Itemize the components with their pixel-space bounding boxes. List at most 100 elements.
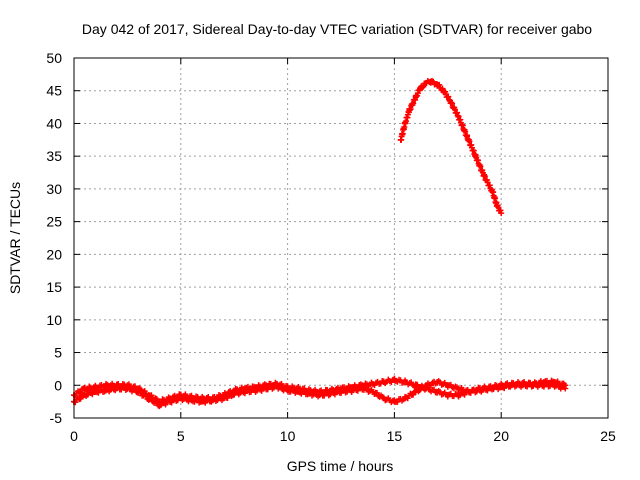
- data-point: [455, 385, 462, 392]
- data-point: [540, 382, 547, 389]
- data-point-marker: [420, 83, 427, 90]
- data-point: [446, 97, 453, 104]
- data-point: [402, 395, 409, 402]
- data-point: [498, 384, 505, 391]
- y-tick-label: 40: [46, 115, 62, 131]
- data-point: [135, 388, 142, 395]
- data-point: [380, 395, 387, 402]
- y-tick-label: 30: [46, 181, 62, 197]
- x-tick-label: 5: [177, 428, 185, 444]
- data-point: [370, 388, 377, 395]
- data-point: [519, 382, 526, 389]
- y-tick-label: 50: [46, 50, 62, 66]
- data-point: [220, 395, 227, 402]
- data-point: [440, 87, 447, 94]
- data-point: [391, 398, 398, 405]
- data-point: [199, 398, 206, 405]
- y-tick-label: 20: [46, 246, 62, 262]
- data-point: [472, 153, 479, 160]
- data-point: [481, 172, 488, 179]
- data-point: [406, 107, 413, 114]
- data-point: [427, 78, 434, 85]
- data-point: [81, 392, 88, 399]
- data-point: [402, 379, 409, 385]
- data-point: [444, 382, 451, 389]
- x-tick-label: 25: [600, 428, 616, 444]
- y-tick-label: 25: [46, 214, 62, 230]
- data-point: [188, 397, 195, 404]
- data-point: [417, 85, 424, 92]
- data-point: [92, 388, 99, 395]
- data-point: [252, 387, 259, 394]
- y-axis-label: SDTVAR / TECUs: [7, 182, 23, 294]
- data-points: [71, 77, 569, 410]
- data-point-marker: [77, 395, 84, 402]
- data-point: [466, 388, 473, 395]
- data-point: [380, 379, 387, 385]
- x-tick-label: 0: [70, 428, 78, 444]
- data-point: [156, 401, 163, 408]
- data-point: [348, 387, 355, 394]
- y-tick-label: 15: [46, 279, 62, 295]
- data-point: [167, 398, 174, 405]
- data-point: [145, 395, 152, 402]
- data-point: [455, 392, 462, 399]
- data-point: [423, 382, 430, 389]
- axis-ticks: 0 5 10 15 20 25 -5 0 5 10 15 20 25 30 35 40 45 50: [46, 50, 616, 444]
- data-point: [370, 380, 377, 387]
- data-point: [412, 94, 419, 101]
- y-tick-label: 5: [54, 345, 62, 361]
- data-point-marker: [445, 93, 452, 100]
- data-point: [103, 387, 110, 394]
- data-point: [327, 390, 334, 397]
- series-low-band-B: [71, 378, 569, 410]
- data-point: [338, 388, 344, 395]
- data-point: [316, 392, 323, 399]
- plot-frame: [73, 57, 609, 419]
- data-point: [209, 397, 216, 404]
- x-tick-label: 20: [493, 428, 509, 444]
- y-tick-label: 35: [46, 148, 62, 164]
- y-tick-label: 45: [46, 83, 62, 99]
- data-point: [359, 385, 366, 392]
- x-axis-label: GPS time / hours: [287, 458, 394, 474]
- data-point: [402, 120, 409, 127]
- data-point: [391, 377, 398, 384]
- x-tick-label: 10: [280, 428, 296, 444]
- data-point: [455, 113, 462, 120]
- data-point: [397, 136, 404, 143]
- data-point: [434, 388, 441, 395]
- data-point: [177, 395, 184, 402]
- data-point: [434, 81, 441, 88]
- data-point: [423, 79, 430, 86]
- y-tick-label: 0: [54, 377, 62, 393]
- data-point: [241, 388, 248, 395]
- data-point: [305, 390, 312, 397]
- data-point: [295, 388, 302, 395]
- data-point: [551, 382, 558, 389]
- y-tick-label: -5: [50, 410, 63, 426]
- grid: [74, 58, 608, 418]
- x-tick-label: 15: [387, 428, 403, 444]
- data-point: [263, 385, 270, 392]
- data-point: [476, 387, 483, 394]
- data-point: [444, 392, 451, 399]
- data-point: [124, 385, 131, 392]
- data-point: [231, 390, 238, 397]
- data-point-marker: [374, 390, 381, 397]
- data-point: [412, 382, 419, 389]
- series-arc: [397, 77, 505, 217]
- data-point: [412, 388, 419, 395]
- data-point: [434, 379, 441, 385]
- data-point: [81, 385, 88, 392]
- data-point: [464, 133, 471, 140]
- data-point: [489, 189, 496, 196]
- chart-title: Day 042 of 2017, Sidereal Day-to-day VTE…: [82, 21, 592, 37]
- data-point: [493, 202, 500, 209]
- data-point: [284, 387, 291, 394]
- data-point: [498, 210, 505, 217]
- data-point: [487, 385, 494, 392]
- data-point: [530, 382, 537, 389]
- data-point: [273, 383, 280, 390]
